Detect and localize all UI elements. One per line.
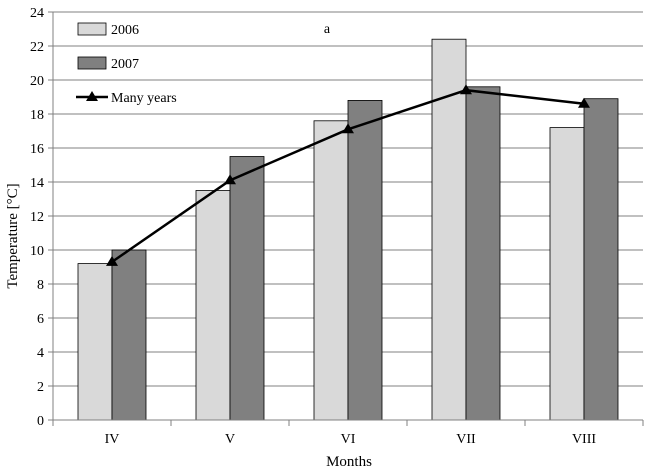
bar-2007-vi [347, 100, 383, 421]
bar-2006-v [195, 190, 231, 421]
bar-2006-iv [77, 263, 113, 421]
y-tick-label: 20 [30, 74, 44, 89]
bar-2007-viii [583, 98, 619, 421]
legend-swatch [77, 22, 107, 36]
x-tick-label: VIII [572, 432, 596, 447]
x-tick-labels: IV V VI VII VIII [105, 432, 597, 447]
x-tick-label: VII [456, 432, 476, 447]
line-point-marker [224, 174, 236, 185]
legend: 2006 2007 Many years [76, 22, 177, 106]
legend-label: Many years [111, 91, 177, 106]
y-tick-label: 2 [37, 380, 44, 395]
y-tick-label: 18 [30, 108, 44, 123]
y-tick-label: 16 [30, 142, 44, 157]
bar-2007-iv [111, 249, 147, 421]
y-tick-label: 4 [37, 346, 44, 361]
legend-label: 2007 [111, 57, 139, 72]
y-axis-label: Temperature [°C] [5, 183, 21, 288]
y-tick-label: 22 [30, 40, 44, 55]
axes [48, 11, 644, 426]
bars [77, 38, 619, 421]
line-point-marker [578, 97, 590, 108]
y-tick-label: 24 [30, 6, 44, 21]
legend-item-2007: 2007 [77, 56, 139, 72]
many-years-line [106, 84, 590, 266]
x-tick-label: IV [105, 432, 120, 447]
legend-item-2006: 2006 [77, 22, 139, 38]
x-tick-label: VI [341, 432, 356, 447]
bar-2006-viii [549, 127, 585, 421]
bar-2007-v [229, 156, 265, 421]
y-tick-label: 12 [30, 210, 44, 225]
y-tick-label: 14 [30, 176, 44, 191]
y-tick-label: 8 [37, 278, 44, 293]
y-tick-label: 6 [37, 312, 44, 327]
bar-2006-vi [313, 120, 349, 421]
x-axis-label: Months [326, 454, 372, 470]
x-tick-label: V [225, 432, 235, 447]
legend-label: 2006 [111, 23, 139, 38]
legend-marker [86, 91, 98, 101]
bar-2006-vii [431, 38, 467, 421]
line-point-marker [460, 84, 472, 95]
line-point-marker [106, 255, 118, 266]
y-tick-label: 10 [30, 244, 44, 259]
legend-item-many-years: Many years [76, 91, 177, 106]
line-point-marker [342, 123, 354, 134]
y-tick-label: 0 [37, 414, 44, 429]
bar-2007-vii [465, 86, 501, 421]
legend-swatch [77, 56, 107, 70]
chart-title: a [324, 22, 331, 37]
